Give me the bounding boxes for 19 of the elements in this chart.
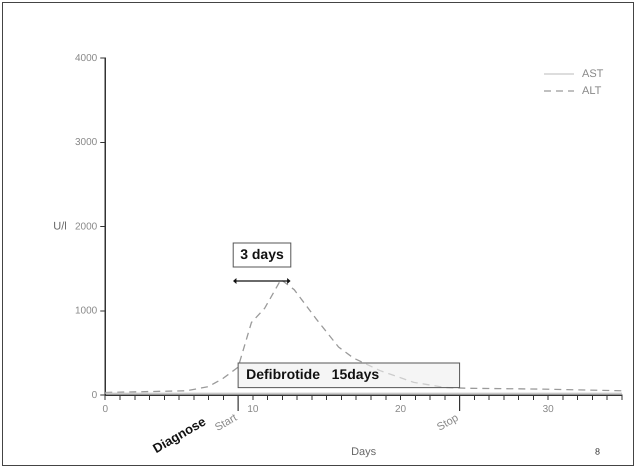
band-label: Defibrotide 15days [246,366,380,382]
y-tick-label: 4000 [74,52,98,64]
x-axis-title: Days [351,446,377,458]
y-tick-label: 1000 [74,306,98,316]
ref-line-label: Start [213,412,240,434]
text: 8 [594,446,600,456]
y-tick-label: 3000 [74,137,98,148]
x-tick-label: 10 [247,404,259,415]
legend-label: AST [582,68,604,80]
y-axis-title: U/l [53,220,67,233]
x-tick-label: 30 [542,404,554,415]
line-series [105,278,622,394]
x-tick-label: 20 [394,404,407,415]
legend-label: ALT [582,85,602,98]
y-tick-label: 0 [92,390,98,401]
y-tick-label: 2000 [74,221,98,232]
x-tick-label: 0 [102,404,108,415]
annotation: 3 days [240,246,284,262]
ref-line-label: Stop [435,412,461,434]
